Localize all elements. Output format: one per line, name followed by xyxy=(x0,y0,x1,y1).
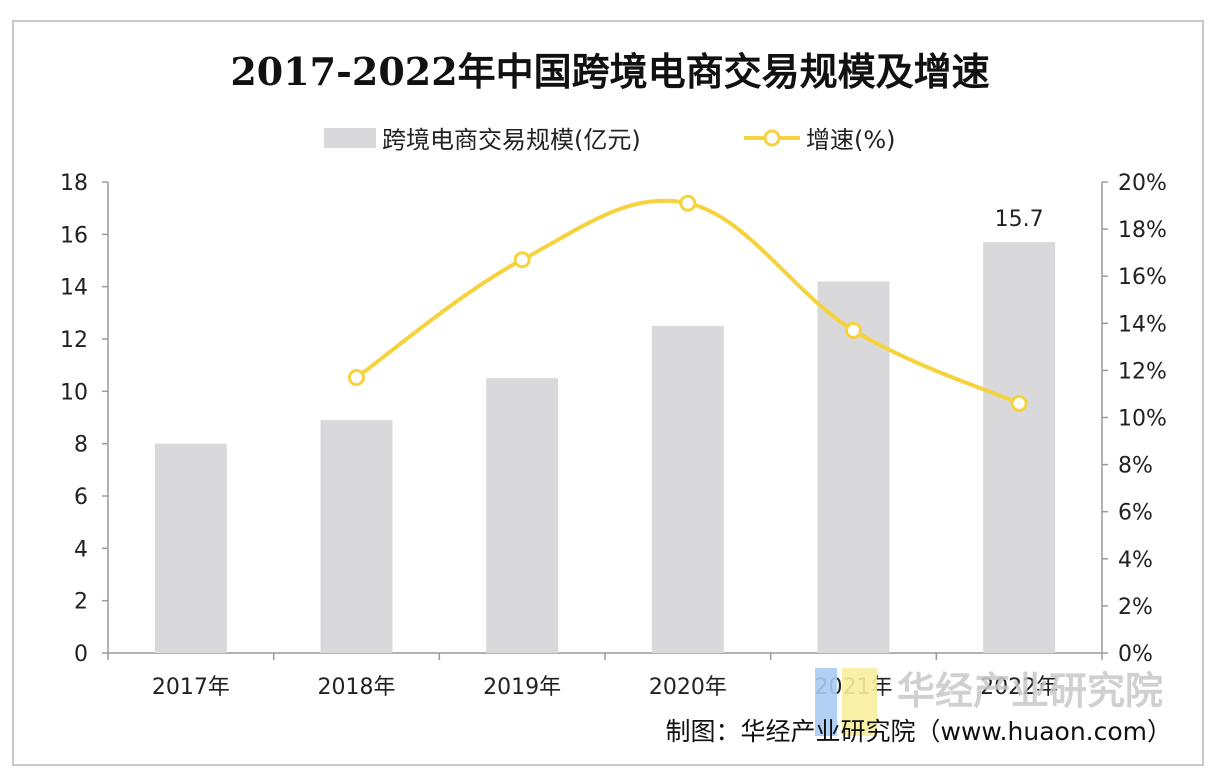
line-point xyxy=(679,194,697,212)
right-tick-label: 20% xyxy=(1118,171,1167,196)
left-tick-label: 10 xyxy=(60,380,88,405)
line-point xyxy=(348,368,365,386)
left-axis-ticks: 0 2 4 6 8 10 12 14 16 18 xyxy=(60,171,108,667)
line-series xyxy=(348,194,1028,412)
watermark-text: 华经产业研究院 xyxy=(897,669,1163,713)
left-tick-label: 6 xyxy=(74,485,88,510)
left-tick-label: 2 xyxy=(74,590,88,615)
bar xyxy=(486,378,559,653)
line-point xyxy=(513,251,531,269)
bar xyxy=(154,443,227,653)
right-tick-label: 2% xyxy=(1118,595,1153,620)
right-tick-label: 18% xyxy=(1118,218,1167,243)
legend-line-marker xyxy=(763,129,781,147)
bar xyxy=(983,242,1056,653)
chart-title: 2017-2022年中国跨境电商交易规模及增速 xyxy=(230,49,989,94)
right-tick-label: 12% xyxy=(1118,359,1167,384)
x-tick-label: 2018年 xyxy=(318,675,396,700)
left-tick-label: 18 xyxy=(60,171,88,196)
right-tick-label: 10% xyxy=(1118,407,1167,432)
right-axis-ticks: 0% 2% 4% 6% 8% 10% 12% 14% 16% 18% 20% xyxy=(1102,171,1167,667)
line-point xyxy=(1010,394,1028,412)
left-tick-label: 14 xyxy=(60,276,88,301)
bar-data-label: 15.7 xyxy=(995,207,1044,232)
legend-line-label: 增速(%) xyxy=(806,126,896,154)
right-tick-label: 6% xyxy=(1118,501,1153,526)
x-tick-label: 2017年 xyxy=(152,675,230,700)
x-tick-label: 2020年 xyxy=(649,675,727,700)
left-tick-label: 4 xyxy=(74,537,88,562)
watermark-logo-yellow xyxy=(842,668,877,736)
source-note: 制图：华经产业研究院（www.huaon.com） xyxy=(666,717,1172,746)
right-tick-label: 0% xyxy=(1118,642,1153,667)
legend-bar-label: 跨境电商交易规模(亿元) xyxy=(382,126,641,154)
bar-series xyxy=(154,242,1056,653)
right-tick-label: 8% xyxy=(1118,454,1153,479)
x-tick-label: 2019年 xyxy=(483,675,561,700)
legend-bar-swatch xyxy=(324,128,376,148)
right-tick-label: 16% xyxy=(1118,265,1167,290)
left-tick-label: 12 xyxy=(60,328,88,353)
right-tick-label: 14% xyxy=(1118,312,1167,337)
watermark-logo-blue xyxy=(815,668,837,736)
left-tick-label: 0 xyxy=(74,642,88,667)
line-point xyxy=(845,321,862,339)
right-tick-label: 4% xyxy=(1118,548,1153,573)
bar xyxy=(651,325,724,653)
bar xyxy=(320,420,393,653)
left-tick-label: 8 xyxy=(74,433,88,458)
left-tick-label: 16 xyxy=(60,223,88,248)
x-tick-label: 2022年 xyxy=(980,675,1058,700)
data-labels: 15.7 xyxy=(995,207,1044,232)
